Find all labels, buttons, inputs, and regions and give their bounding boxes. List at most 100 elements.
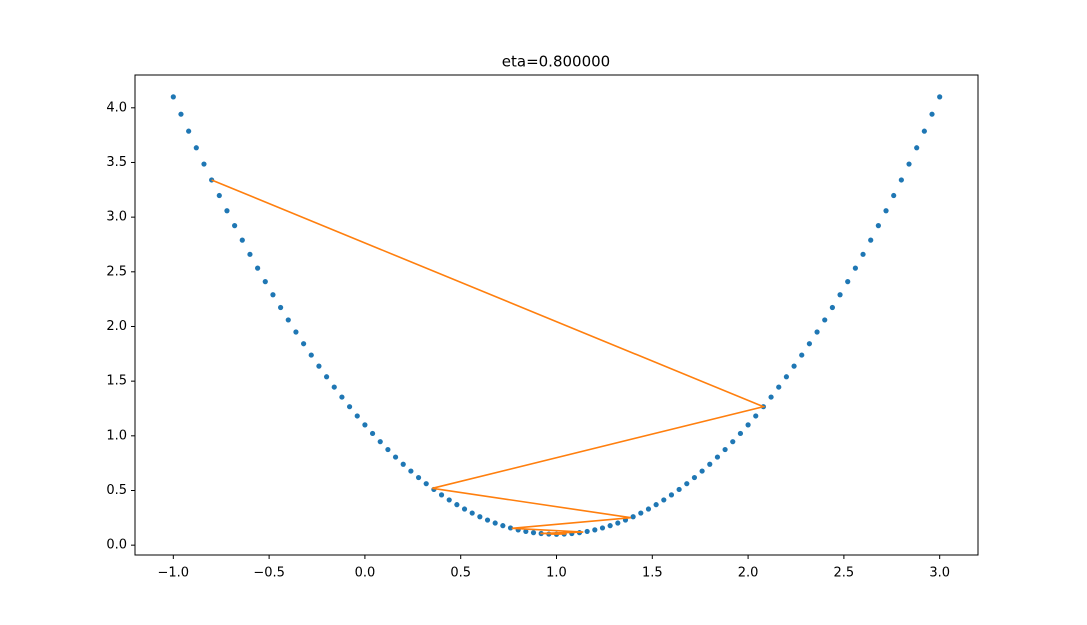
point: [500, 523, 506, 529]
point: [454, 502, 460, 508]
point: [301, 341, 307, 347]
point: [898, 177, 904, 183]
x-tick-label: 0.0: [355, 566, 376, 581]
point: [530, 530, 537, 536]
point: [691, 474, 698, 481]
point: [469, 510, 475, 516]
point: [170, 94, 176, 100]
point: [607, 523, 613, 529]
point: [392, 454, 399, 460]
point: [239, 237, 245, 243]
point: [278, 304, 284, 311]
point: [523, 528, 529, 535]
point: [255, 265, 261, 271]
axes-frame: [134, 74, 979, 556]
point: [891, 192, 897, 199]
x-tick-label: 2.0: [738, 566, 759, 581]
point: [285, 317, 291, 323]
x-tick-label: −0.5: [253, 566, 285, 581]
point: [484, 517, 491, 523]
point: [783, 374, 790, 380]
point: [178, 111, 184, 117]
point: [722, 446, 728, 453]
point: [346, 404, 353, 410]
point: [883, 208, 889, 214]
point: [232, 223, 238, 229]
point: [822, 317, 828, 323]
point: [461, 506, 468, 512]
point: [492, 520, 498, 526]
point: [845, 279, 851, 285]
y-tick-label: 3.5: [106, 155, 127, 170]
point: [270, 292, 276, 298]
point: [921, 128, 927, 134]
point: [339, 394, 345, 400]
point: [860, 251, 866, 257]
point: [676, 486, 682, 493]
point: [362, 422, 368, 428]
point: [730, 439, 736, 445]
point: [308, 352, 314, 358]
point: [477, 514, 483, 520]
point: [737, 430, 744, 437]
point: [929, 111, 935, 117]
point: [354, 413, 360, 419]
point: [699, 468, 705, 474]
x-tick-label: 3.0: [929, 566, 950, 581]
point: [331, 384, 337, 390]
point: [630, 514, 636, 520]
point: [599, 525, 606, 531]
point: [224, 208, 230, 214]
point: [247, 251, 253, 257]
point: [768, 394, 774, 400]
point: [661, 497, 667, 503]
point: [814, 329, 820, 335]
point: [829, 304, 835, 311]
point: [653, 502, 659, 508]
x-tick-label: 2.5: [834, 566, 855, 581]
point: [323, 374, 330, 380]
y-tick-label: 1.5: [106, 374, 127, 389]
point: [791, 363, 797, 369]
line: [211, 179, 766, 535]
point: [875, 223, 881, 229]
point: [193, 145, 199, 151]
x-tick-label: 1.5: [642, 566, 663, 581]
x-tick-label: 0.5: [450, 566, 471, 581]
point: [753, 413, 759, 419]
point: [799, 352, 805, 358]
y-tick-label: 4.0: [106, 100, 127, 115]
point: [707, 461, 713, 467]
point: [369, 430, 376, 437]
point: [584, 528, 590, 535]
point: [293, 329, 299, 335]
point: [507, 525, 514, 531]
point: [645, 506, 652, 512]
point: [385, 446, 391, 453]
point: [316, 363, 322, 369]
y-tick-label: 0.5: [106, 483, 127, 498]
point: [408, 468, 414, 474]
point: [415, 474, 422, 481]
point: [806, 341, 813, 347]
point: [438, 492, 445, 498]
x-tick-label: 1.0: [546, 566, 567, 581]
point: [377, 439, 383, 445]
point: [684, 481, 690, 487]
point: [638, 510, 644, 516]
point: [668, 492, 675, 498]
point: [423, 481, 429, 487]
point: [400, 461, 406, 467]
point: [776, 384, 782, 390]
point: [745, 422, 751, 428]
point: [201, 161, 207, 167]
point: [262, 279, 268, 285]
y-tick-label: 2.5: [106, 264, 127, 279]
y-tick-label: 2.0: [106, 319, 127, 334]
point: [852, 265, 858, 271]
y-tick-label: 3.0: [106, 210, 127, 225]
point: [592, 527, 598, 533]
